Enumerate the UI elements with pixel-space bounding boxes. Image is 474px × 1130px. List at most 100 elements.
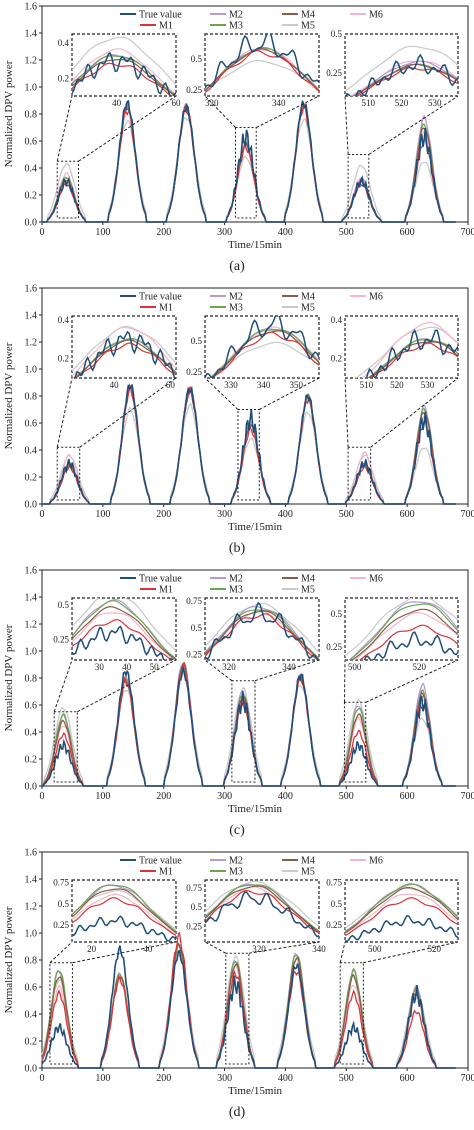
legend-label: M5 xyxy=(301,303,315,314)
x-tick-label: 600 xyxy=(400,791,415,802)
legend-label: M3 xyxy=(229,585,243,596)
inset-series-line xyxy=(345,914,458,942)
x-tick-label: 700 xyxy=(461,227,474,238)
legend-label: True value xyxy=(139,856,182,867)
inset-x-tick-label: 320 xyxy=(222,662,236,672)
inset-x-tick-label: 520 xyxy=(427,944,441,954)
inset-series-line xyxy=(205,316,319,378)
inset-lines xyxy=(72,36,176,96)
panel-label: (b) xyxy=(229,541,246,556)
inset-x-tick-label: 350 xyxy=(289,380,303,390)
series-line-m6 xyxy=(42,387,456,505)
inset-series-line xyxy=(209,329,319,378)
inset-y-tick-label: 0.2 xyxy=(331,354,342,364)
x-tick-label: 400 xyxy=(278,791,293,802)
zoom-connector xyxy=(56,95,73,162)
inset-x-tick-label: 520 xyxy=(390,380,404,390)
legend-label: M4 xyxy=(301,292,315,303)
inset-y-tick-label: 0.25 xyxy=(326,68,342,78)
inset-x-tick-label: 530 xyxy=(428,98,442,108)
inset-series-line xyxy=(72,888,176,934)
y-tick-label: 0.6 xyxy=(25,137,38,148)
legend-label: M1 xyxy=(159,303,173,314)
legend-label: M4 xyxy=(301,574,315,585)
y-tick-label: 1.0 xyxy=(25,365,38,376)
inset-series-line xyxy=(345,883,458,933)
zoom-connector xyxy=(254,659,320,682)
y-tick-label: 0.8 xyxy=(25,110,38,121)
legend-label: M1 xyxy=(159,585,173,596)
zoom-connector xyxy=(204,377,239,410)
inset-y-tick-label: 0.25 xyxy=(186,650,202,660)
series-line-m5 xyxy=(42,117,456,223)
y-tick-label: 1.2 xyxy=(25,56,38,67)
inset-frame xyxy=(204,33,320,97)
inset-3: 0.25 0.5 0.75 500 520 xyxy=(326,878,459,1065)
legend-label: M2 xyxy=(229,574,243,585)
zoom-connector xyxy=(343,659,346,703)
y-tick-label: 1.4 xyxy=(25,311,38,322)
zoom-source-box xyxy=(347,154,370,219)
inset-series-line xyxy=(72,600,176,660)
inset-y-tick-label: 0.75 xyxy=(186,883,202,893)
inset-lines xyxy=(205,316,319,378)
y-axis-label: Normalized DPV power xyxy=(3,342,15,449)
inset-lines xyxy=(345,598,458,660)
inset-x-tick-label: 340 xyxy=(257,380,271,390)
zoom-connector xyxy=(255,95,320,128)
inset-series-line xyxy=(345,53,458,96)
x-tick-label: 400 xyxy=(278,227,293,238)
inset-x-tick-label: 520 xyxy=(413,662,427,672)
panel-label: (a) xyxy=(229,259,245,274)
x-tick-label: 500 xyxy=(339,1073,354,1084)
inset-series-line xyxy=(348,601,458,660)
inset-y-tick-label: 0.5 xyxy=(58,600,70,610)
zoom-connector xyxy=(77,659,177,713)
inset-series-line xyxy=(353,611,458,660)
inset-frame xyxy=(71,315,177,379)
inset-lines xyxy=(72,598,176,660)
y-tick-label: 1.2 xyxy=(25,620,38,631)
inset-frame xyxy=(71,597,177,661)
y-tick-label: 1.2 xyxy=(25,902,38,913)
inset-series-line xyxy=(74,330,176,378)
inset-lines xyxy=(355,321,458,378)
series-line-m4 xyxy=(42,386,456,505)
inset-y-tick-label: 0.5 xyxy=(191,902,203,912)
inset-y-tick-label: 0.5 xyxy=(331,609,343,619)
chart-panel-3: 0.00.20.40.60.81.01.21.41.60 100 200 300 400… xyxy=(3,566,474,839)
zoom-source-box xyxy=(49,962,73,1065)
zoom-source-box xyxy=(53,711,78,783)
inset-series-line xyxy=(72,326,176,377)
zoom-connector xyxy=(72,941,177,964)
inset-2: 0.25 0.5 320 340 xyxy=(186,33,320,219)
legend: True value M2 M4 M6 M1 M3 M5 xyxy=(120,292,383,314)
zoom-connector xyxy=(204,941,227,954)
inset-y-tick-label: 0.2 xyxy=(58,73,69,83)
zoom-source-box xyxy=(56,446,81,501)
inset-series-line xyxy=(205,885,319,933)
inset-x-tick-label: 40 xyxy=(122,662,132,672)
inset-1: 0.25 0.5 0.75 20 40 xyxy=(49,878,177,1065)
zoom-connector xyxy=(248,941,320,954)
inset-y-tick-label: 0.75 xyxy=(326,878,342,888)
chart-panel-4: 0.00.20.40.60.81.01.21.41.60 100 200 300 400… xyxy=(3,848,474,1121)
inset-y-tick-label: 0.25 xyxy=(53,634,69,644)
y-axis-label: Normalized DPV power xyxy=(3,624,15,731)
inset-frame xyxy=(344,33,459,97)
inset-lines xyxy=(205,880,319,938)
inset-y-tick-label: 0.4 xyxy=(331,315,343,325)
legend-label: M2 xyxy=(229,856,243,867)
legend-label: M4 xyxy=(301,856,315,867)
series-line-m2 xyxy=(42,387,456,505)
x-tick-label: 200 xyxy=(156,509,171,520)
inset-lines xyxy=(205,601,319,660)
inset-3: 0.25 0.5 500 520 xyxy=(326,597,459,783)
inset-x-tick-label: 20 xyxy=(87,944,97,954)
y-tick-label: 0.4 xyxy=(25,728,38,739)
y-axis-label: Normalized DPV power xyxy=(3,60,15,167)
inset-series-line xyxy=(72,62,173,96)
inset-series-line xyxy=(363,631,458,660)
x-tick-label: 700 xyxy=(461,509,474,520)
y-tick-label: 0.0 xyxy=(25,1064,38,1075)
